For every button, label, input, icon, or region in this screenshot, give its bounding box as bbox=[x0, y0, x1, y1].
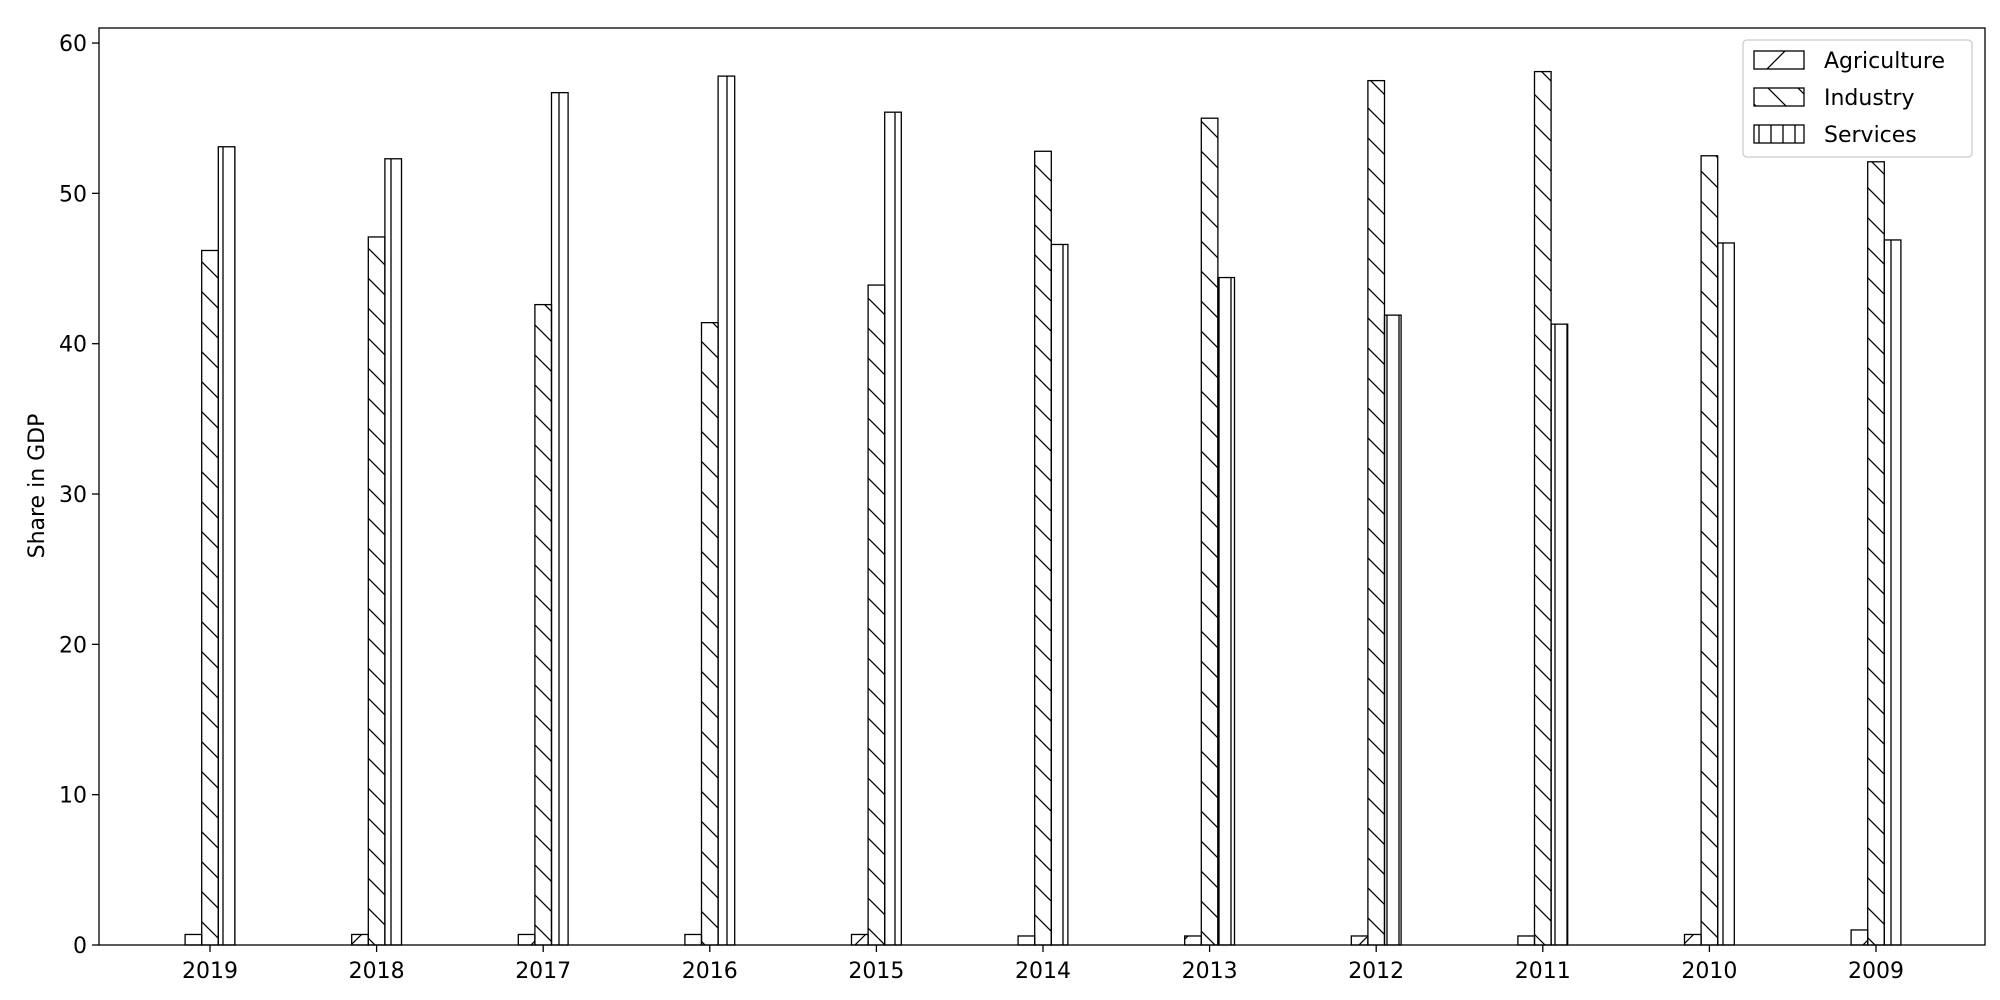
bar-services-2009 bbox=[1883, 239, 1902, 946]
x-tick-label-2018: 2018 bbox=[349, 959, 405, 984]
bar-services-2010 bbox=[1717, 242, 1735, 946]
bar-services-2014 bbox=[1050, 243, 1069, 946]
x-tick-label-2009: 2009 bbox=[1848, 959, 1904, 984]
bar-agriculture-2015 bbox=[850, 933, 869, 946]
legend-swatch-agriculture bbox=[1753, 50, 1805, 70]
bar-services-2019 bbox=[217, 146, 236, 946]
bar-agriculture-2014 bbox=[1017, 935, 1036, 946]
bar-agriculture-2018 bbox=[351, 933, 369, 946]
bar-agriculture-2016 bbox=[684, 933, 703, 946]
x-tick-label-2011: 2011 bbox=[1515, 959, 1571, 984]
bar-agriculture-2010 bbox=[1683, 933, 1702, 946]
y-tick-label-10: 10 bbox=[59, 784, 87, 809]
bar-services-2015 bbox=[884, 111, 902, 946]
bars bbox=[184, 70, 1902, 946]
bar-services-2018 bbox=[384, 158, 403, 946]
bar-agriculture-2013 bbox=[1184, 935, 1202, 946]
bar-services-2017 bbox=[550, 91, 569, 946]
bar-agriculture-2019 bbox=[184, 933, 203, 946]
bar-industry-2017 bbox=[534, 303, 553, 946]
bar-services-2012 bbox=[1383, 314, 1402, 946]
x-axis: 2019 2018 2017 2016 2015 2014 2013 2012 2011 2010… bbox=[182, 945, 1904, 984]
bar-services-2011 bbox=[1550, 323, 1569, 946]
bar-agriculture-2011 bbox=[1517, 935, 1536, 946]
bar-industry-2013 bbox=[1200, 117, 1219, 946]
y-tick-label-50: 50 bbox=[59, 182, 87, 207]
bar-industry-2019 bbox=[201, 249, 219, 946]
bar-industry-2010 bbox=[1700, 155, 1719, 946]
legend-swatch-services bbox=[1753, 124, 1805, 144]
x-tick-label-2012: 2012 bbox=[1348, 959, 1404, 984]
y-tick-label-20: 20 bbox=[59, 633, 87, 658]
bar-industry-2015 bbox=[867, 284, 886, 946]
y-tick-label-30: 30 bbox=[59, 483, 87, 508]
bar-agriculture-2009 bbox=[1850, 929, 1869, 946]
x-tick-label-2010: 2010 bbox=[1681, 959, 1737, 984]
x-tick-label-2015: 2015 bbox=[848, 959, 904, 984]
legend-swatch-industry bbox=[1753, 87, 1805, 107]
bar-industry-2018 bbox=[367, 236, 386, 946]
legend-label-industry: Industry bbox=[1824, 86, 1915, 111]
legend-label-agriculture: Agriculture bbox=[1824, 49, 1945, 74]
y-tick-label-40: 40 bbox=[59, 333, 87, 358]
y-tick-label-60: 60 bbox=[59, 32, 87, 57]
y-tick-label-0: 0 bbox=[73, 934, 87, 959]
bar-industry-2014 bbox=[1034, 150, 1052, 946]
bar-services-2016 bbox=[717, 75, 736, 946]
bar-industry-2009 bbox=[1867, 161, 1885, 946]
x-tick-label-2013: 2013 bbox=[1182, 959, 1238, 984]
bar-industry-2012 bbox=[1367, 79, 1386, 946]
bar-agriculture-2017 bbox=[517, 933, 536, 946]
x-tick-label-2017: 2017 bbox=[515, 959, 571, 984]
x-tick-label-2016: 2016 bbox=[682, 959, 738, 984]
x-tick-label-2019: 2019 bbox=[182, 959, 238, 984]
bar-agriculture-2012 bbox=[1350, 935, 1369, 946]
y-axis: 0 10 20 30 40 50 60 bbox=[59, 32, 99, 959]
x-tick-label-2014: 2014 bbox=[1015, 959, 1071, 984]
plot-frame bbox=[98, 27, 1986, 946]
bar-industry-2016 bbox=[700, 321, 719, 946]
y-axis-title: Share in GDP bbox=[25, 414, 50, 559]
legend-label-services: Services bbox=[1824, 123, 1917, 148]
bar-industry-2011 bbox=[1533, 70, 1552, 946]
plot-area: 2019 2018 2017 2016 2015 2014 2013 2012 2011 2010… bbox=[59, 27, 1986, 984]
bar-services-2013 bbox=[1217, 276, 1236, 946]
legend: Agriculture Industry Services bbox=[1742, 39, 1973, 158]
